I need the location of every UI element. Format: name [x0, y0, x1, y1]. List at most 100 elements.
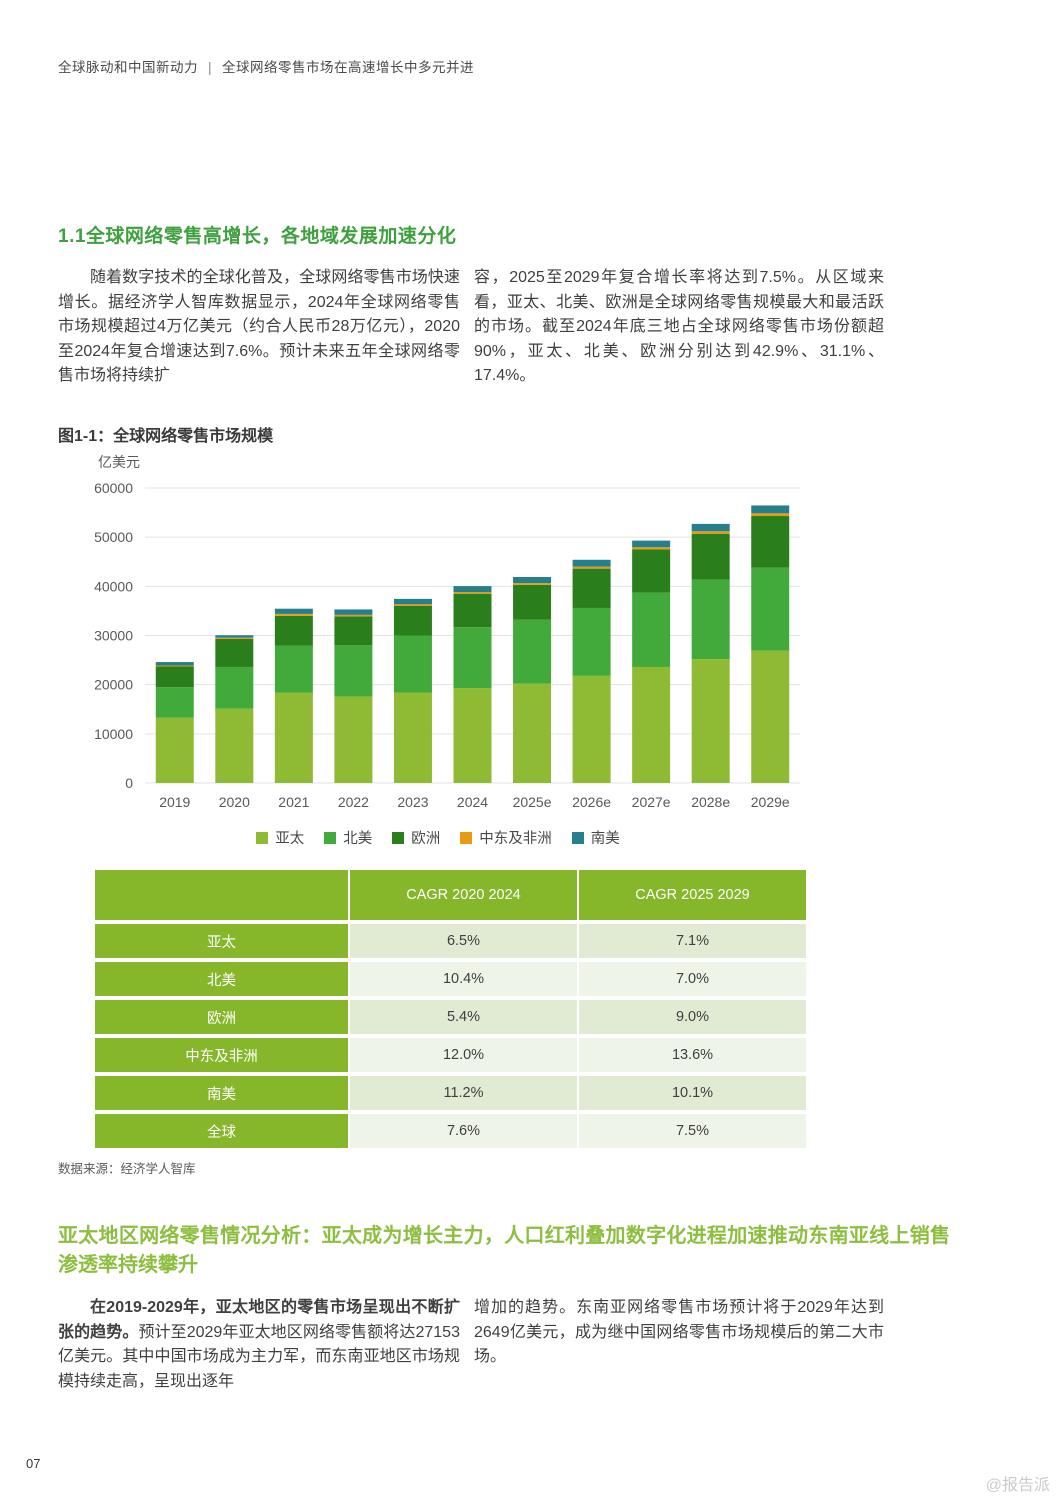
bar-segment [513, 619, 552, 684]
subsection-title: 亚太地区网络零售情况分析：亚太成为增长主力，人口红利叠加数字化进程加速推动东南亚… [58, 1225, 950, 1276]
bar-segment [274, 645, 313, 693]
legend-swatch [460, 831, 473, 844]
bar-segment [393, 635, 432, 693]
bar-segment [334, 696, 373, 783]
legend-label: 欧洲 [411, 831, 441, 847]
table-cell: 6.5% [350, 924, 577, 958]
bar-segment [393, 692, 432, 783]
bar-segment [155, 662, 194, 666]
table-row-label: 中东及非洲 [95, 1038, 348, 1072]
bar-segment [155, 666, 194, 688]
y-axis-tick-label: 20000 [94, 677, 133, 693]
bar-segment [215, 635, 254, 638]
bar-segment [393, 606, 432, 636]
table-row-label: 亚太 [95, 924, 348, 958]
table-cell: 5.4% [350, 1000, 577, 1034]
bar-segment [393, 604, 432, 606]
bar-segment [572, 675, 611, 783]
table-cell: 11.2% [350, 1076, 577, 1110]
bar-segment [751, 567, 790, 651]
bar-segment [632, 666, 671, 783]
bar-segment [513, 583, 552, 585]
analysis-right-paragraph: 增加的趋势。东南亚网络零售市场预计将于2029年达到2649亿美元，成为继中国网… [474, 1299, 884, 1365]
bar-segment [691, 523, 730, 532]
legend-swatch [324, 831, 337, 844]
table-header-cell: CAGR 2025 2029 [579, 870, 806, 920]
section-title: 1.1全球网络零售高增长，各地域发展加速分化 [58, 226, 457, 247]
bar-segment [632, 547, 671, 550]
bar-segment [453, 586, 492, 592]
bar-segment [751, 516, 790, 568]
bar-segment [572, 566, 611, 569]
source-note: 数据来源：经济学人智库 [58, 1162, 196, 1176]
table-cell: 12.0% [350, 1038, 577, 1072]
bar-segment [155, 665, 194, 667]
table-cell: 10.4% [350, 962, 577, 996]
legend-swatch [256, 831, 269, 844]
x-axis-tick-label: 2029e [751, 794, 790, 810]
x-axis-tick-label: 2023 [397, 794, 428, 810]
y-axis-unit-label: 亿美元 [98, 454, 140, 470]
bar-segment [751, 513, 790, 517]
watermark: @报告派 [985, 1477, 1050, 1494]
bar-segment [215, 638, 254, 667]
bar-segment [513, 683, 552, 783]
table-row-label: 南美 [95, 1076, 348, 1110]
table-cell: 7.6% [350, 1114, 577, 1148]
chart-plot-area: 0 10000 20000 30000 40000 50000 60000 2019 2020 2… [58, 476, 848, 821]
bar-segment [513, 584, 552, 620]
legend-item: 中东及非洲 [460, 827, 552, 848]
table-cell: 9.0% [579, 1000, 806, 1034]
stacked-bar-chart: 亿美元 0 10000 20000 30000 40000 50000 60000 2019 2… [58, 452, 888, 848]
table-cell: 7.5% [579, 1114, 806, 1148]
figure-title: 图1-1：全球网络零售市场规模 [58, 428, 274, 445]
x-axis-tick-label: 2019 [159, 794, 190, 810]
x-axis-tick-label: 2021 [278, 794, 309, 810]
bar-segment [274, 692, 313, 783]
x-axis-tick-label: 2025e [513, 794, 552, 810]
bar-segment [155, 687, 194, 718]
bar-segment [274, 608, 313, 614]
bar-segment [513, 576, 552, 584]
intro-left-paragraph: 随着数字技术的全球化普及，全球网络零售市场快速增长。据经济学人智库数据显示，20… [58, 269, 460, 384]
y-axis-tick-label: 10000 [94, 726, 133, 742]
table-cell: 7.0% [579, 962, 806, 996]
legend-swatch [392, 831, 405, 844]
table-header-cell [95, 870, 348, 920]
intro-right-paragraph: 容，2025至2029年复合增长率将达到7.5%。从区域来看，亚太、北美、欧洲是… [474, 269, 884, 384]
x-axis-tick-label: 2028e [691, 794, 730, 810]
header-divider: | [208, 60, 213, 75]
page-number: 07 [26, 1456, 41, 1471]
running-header: 全球脉动和中国新动力 | 全球网络零售市场在高速增长中多元并进 [58, 56, 474, 76]
chart-legend: 亚太 北美 欧洲 中东及非洲 南美 [58, 827, 818, 848]
bar-segment [155, 717, 194, 783]
analysis-left-rest: 预计至2029年亚太地区网络零售额将达27153亿美元。其中中国市场成为主力军，… [58, 1323, 460, 1390]
intro-paragraphs: 随着数字技术的全球化普及，全球网络零售市场快速增长。据经济学人智库数据显示，20… [58, 266, 884, 389]
bar-segment [691, 533, 730, 580]
analysis-paragraphs: 在2019-2029年，亚太地区的零售市场呈现出不断扩张的趋势。预计至2029年… [58, 1296, 884, 1394]
x-axis-tick-label: 2020 [219, 794, 250, 810]
legend-label: 亚太 [275, 831, 305, 847]
legend-label: 中东及非洲 [479, 831, 552, 847]
legend-item: 欧洲 [392, 827, 440, 848]
bar-segment [334, 614, 373, 617]
x-axis-tick-label: 2024 [457, 794, 488, 810]
y-axis-tick-label: 50000 [94, 529, 133, 545]
cagr-table: CAGR 2020 2024 CAGR 2025 2029 亚太 6.5% 7.1% 北美… [95, 870, 806, 1148]
running-header-right: 全球网络零售市场在高速增长中多元并进 [222, 60, 475, 75]
y-axis-tick-label: 30000 [94, 628, 133, 644]
legend-label: 南美 [590, 831, 620, 847]
bar-segment [274, 615, 313, 646]
bar-segment [751, 505, 790, 514]
bar-segment [393, 598, 432, 605]
bar-segment [691, 659, 730, 783]
analysis-left-paragraph: 在2019-2029年，亚太地区的零售市场呈现出不断扩张的趋势。预计至2029年… [58, 1296, 460, 1394]
bar-segment [751, 650, 790, 783]
x-axis-tick-label: 2026e [572, 794, 611, 810]
table-cell: 10.1% [579, 1076, 806, 1110]
bar-segment [274, 613, 313, 616]
bar-segment [453, 593, 492, 628]
y-axis-tick-label: 0 [125, 775, 133, 791]
bar-segment [215, 666, 254, 709]
